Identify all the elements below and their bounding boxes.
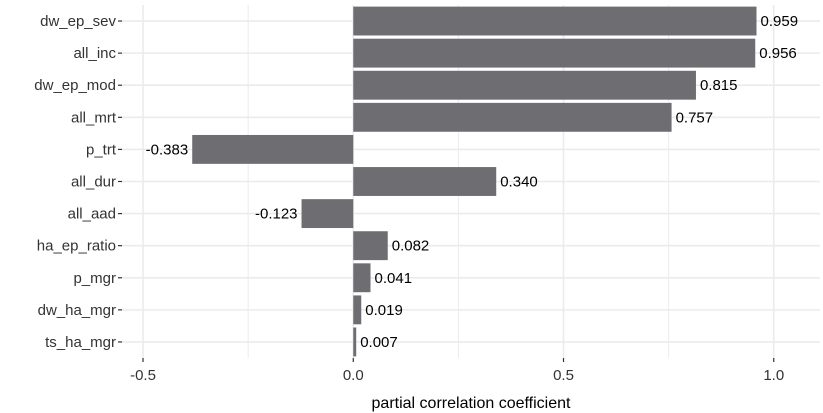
bar	[353, 263, 371, 293]
y-tick-label: dw_ha_mgr	[38, 302, 116, 319]
y-tick-label: all_inc	[73, 45, 116, 62]
x-tick-label: 1.0	[763, 367, 784, 384]
y-tick-label: all_dur	[71, 174, 116, 191]
bar	[353, 70, 696, 100]
bar	[192, 134, 354, 164]
y-tick-label: ts_ha_mgr	[45, 334, 116, 351]
y-tick-label: p_mgr	[73, 270, 116, 287]
bar-value-label: -0.123	[255, 206, 298, 223]
bar	[353, 6, 757, 36]
y-tick-label: dw_ep_sev	[40, 13, 116, 30]
bar-value-labels: 0.959 0.956 0.815 0.757 -0.383 0.340 -0.123 0.0…	[146, 13, 798, 351]
bar-value-label: 0.082	[392, 238, 430, 255]
bar-value-label: 0.019	[365, 302, 403, 319]
bar-value-label: 0.007	[360, 334, 398, 351]
bar	[301, 199, 354, 229]
bar	[353, 167, 497, 196]
x-tick-label: -0.5	[130, 367, 156, 384]
bars	[192, 6, 757, 357]
x-axis: -0.5 0.0 0.5 1.0	[130, 358, 784, 384]
bar-value-label: 0.340	[500, 174, 538, 191]
x-tick-label: 0.5	[553, 367, 574, 384]
bar	[353, 102, 672, 132]
y-tick-label: p_trt	[86, 141, 117, 158]
x-tick-label: 0.0	[343, 367, 364, 384]
y-tick-label: all_aad	[68, 206, 116, 223]
bar	[353, 38, 756, 68]
y-axis: dw_ep_sev all_inc dw_ep_mod all_mrt p_trtall…	[34, 13, 122, 351]
bar	[353, 231, 388, 261]
bar-value-label: 0.956	[759, 45, 797, 62]
x-axis-title: partial correlation coefficient	[372, 395, 571, 412]
bar-value-label: 0.959	[761, 13, 799, 30]
bar-value-label: 0.815	[700, 77, 738, 94]
bar	[353, 327, 357, 357]
bar-value-label: 0.041	[375, 270, 413, 287]
bar	[353, 295, 362, 325]
y-tick-label: dw_ep_mod	[34, 77, 116, 94]
y-tick-label: all_mrt	[71, 109, 117, 126]
bar-value-label: 0.757	[676, 109, 714, 126]
bar-value-label: -0.383	[146, 141, 189, 158]
y-tick-label: ha_ep_ratio	[37, 238, 116, 255]
